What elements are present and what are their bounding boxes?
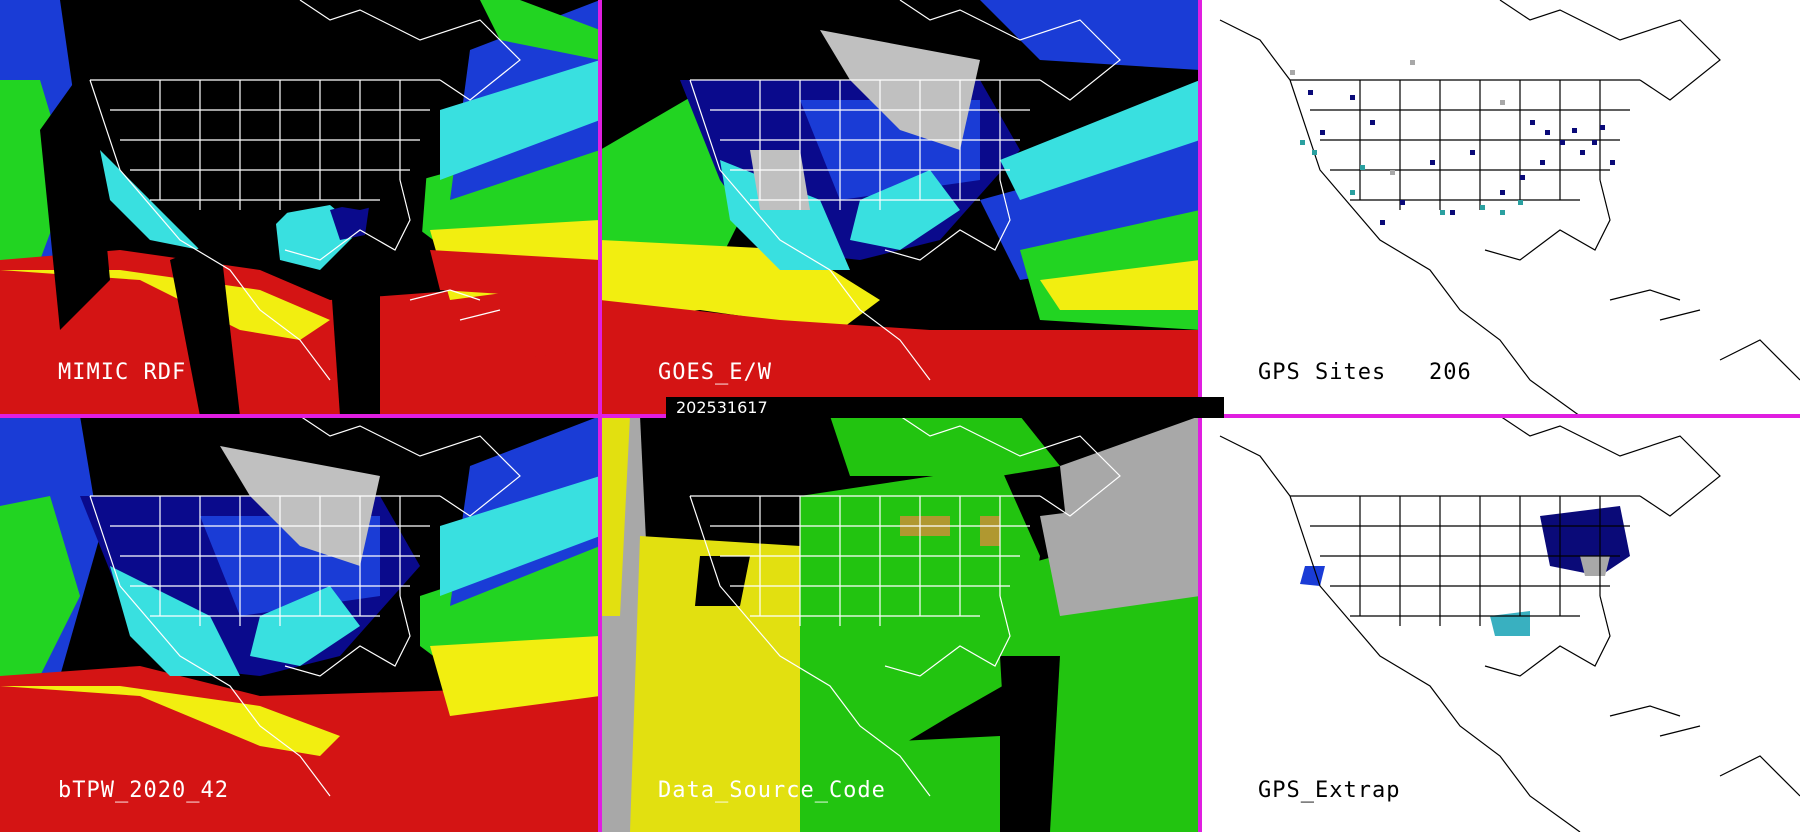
panel-mimic-rdf: MIMIC RDF: [0, 0, 600, 416]
panel-label: Data_Source_Code: [658, 778, 886, 803]
gps-sites-label: GPS Sites: [1258, 360, 1387, 385]
panel-label: GOES_E/W: [658, 360, 772, 385]
panel-label: GPS_Extrap: [1258, 778, 1401, 803]
panel-data-source-code: Data_Source_Code: [600, 416, 1200, 832]
panel-label: MIMIC RDF: [58, 360, 187, 385]
panel-label: bTPW_2020_42: [58, 778, 229, 803]
panel-goes-ew: GOES_E/W: [600, 0, 1200, 416]
panel-label: GPS Sites 206: [1258, 360, 1472, 385]
gps-sites-count: 206: [1428, 360, 1472, 385]
btpw-field-map: [0, 416, 600, 832]
gps-sites-map: [1219, 0, 1800, 416]
panel-gps-extrap: GPS_Extrap: [1200, 416, 1800, 832]
panel-btpw: bTPW_2020_42: [0, 416, 600, 832]
timestamp-bar: 202531617: [666, 397, 1224, 418]
gps-extrap-map: [1219, 416, 1800, 832]
data-source-map: [600, 416, 1200, 832]
tpw-field-map: [0, 0, 600, 416]
goes-tpw-map: [600, 0, 1200, 416]
panel-gps-sites: GPS Sites 206: [1200, 0, 1800, 416]
